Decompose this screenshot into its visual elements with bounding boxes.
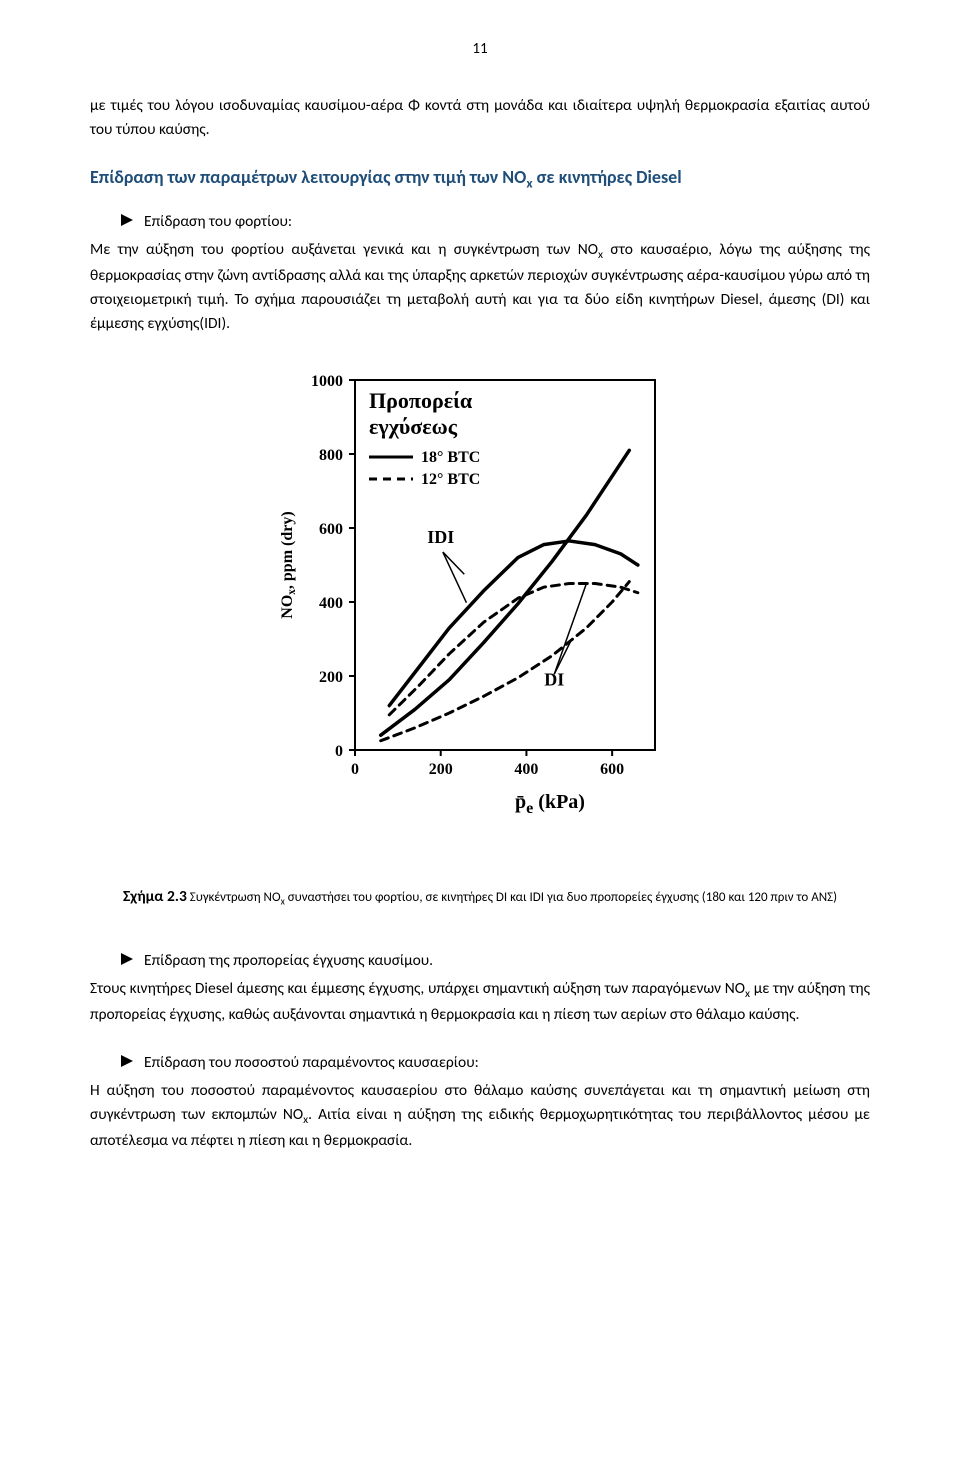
- svg-text:0: 0: [335, 743, 343, 760]
- section-heading: Επίδραση των παραμέτρων λειτουργίας στην…: [90, 166, 870, 192]
- bullet-residual-label: Επίδραση του ποσοστού παραμένοντος καυσα…: [144, 1051, 479, 1075]
- bullet-arrow-icon: [120, 1054, 134, 1068]
- svg-text:p̄e (kPa): p̄e (kPa): [515, 791, 585, 817]
- bullet-advance-effect: Επίδραση της προπορείας έγχυσης καυσίμου…: [120, 949, 870, 973]
- page-container: 11 με τιμές του λόγου ισοδυναμίας καυσίμ…: [0, 0, 960, 1237]
- svg-text:18° BTC: 18° BTC: [421, 449, 480, 466]
- svg-text:800: 800: [319, 447, 343, 464]
- paragraph-load: Με την αύξηση του φορτίου αυξάνεται γενι…: [90, 238, 870, 336]
- para2-a: Με την αύξηση του φορτίου αυξάνεται γενι…: [90, 240, 598, 259]
- svg-text:1000: 1000: [311, 373, 343, 390]
- bullet-arrow-icon: [120, 213, 134, 227]
- heading-suffix: σε κινητήρες Diesel: [533, 166, 682, 188]
- heading-prefix: Επίδραση των παραμέτρων λειτουργίας στην…: [90, 166, 526, 188]
- bullet-load-label: Επίδραση του φορτίου:: [144, 210, 292, 234]
- svg-text:0: 0: [351, 761, 359, 778]
- svg-text:400: 400: [514, 761, 538, 778]
- svg-text:εγχύσεως: εγχύσεως: [369, 414, 458, 439]
- caption-lead: Σχήμα 2.3: [123, 887, 187, 906]
- paragraph-intro: με τιμές του λόγου ισοδυναμίας καυσίμου-…: [90, 94, 870, 142]
- para3-a: Στους κινητήρες Diesel άμεσης και έμμεση…: [90, 979, 745, 998]
- nox-chart: 0 200 400 600 800 1000 0 200 400 600 NOx, ppm (dry…: [270, 360, 690, 840]
- figure-container: 0 200 400 600 800 1000 0 200 400 600 NOx, ppm (dry…: [90, 360, 870, 845]
- caption-b: συναστήσει του φορτίου, σε κινητήρες DI …: [285, 890, 837, 905]
- svg-text:400: 400: [319, 595, 343, 612]
- figure-caption: Σχήμα 2.3 Συγκέντρωση NOx συναστήσει του…: [90, 885, 870, 909]
- svg-text:IDI: IDI: [427, 527, 454, 547]
- page-number: 11: [90, 40, 870, 58]
- bullet-arrow-icon: [120, 952, 134, 966]
- svg-text:600: 600: [600, 761, 624, 778]
- bullet-load-effect: Επίδραση του φορτίου:: [120, 210, 870, 234]
- svg-text:12° BTC: 12° BTC: [421, 471, 480, 488]
- svg-text:600: 600: [319, 521, 343, 538]
- bullet-residual-effect: Επίδραση του ποσοστού παραμένοντος καυσα…: [120, 1051, 870, 1075]
- svg-text:Προπορεία: Προπορεία: [369, 388, 473, 413]
- caption-a: Συγκέντρωση NO: [187, 890, 281, 905]
- paragraph-residual: Η αύξηση του ποσοστού παραμένοντος καυσα…: [90, 1079, 870, 1153]
- svg-text:200: 200: [319, 669, 343, 686]
- paragraph-advance: Στους κινητήρες Diesel άμεσης και έμμεση…: [90, 977, 870, 1027]
- svg-text:NOx, ppm (dry): NOx, ppm (dry): [279, 511, 298, 618]
- bullet-advance-label: Επίδραση της προπορείας έγχυσης καυσίμου…: [144, 949, 433, 973]
- svg-text:200: 200: [429, 761, 453, 778]
